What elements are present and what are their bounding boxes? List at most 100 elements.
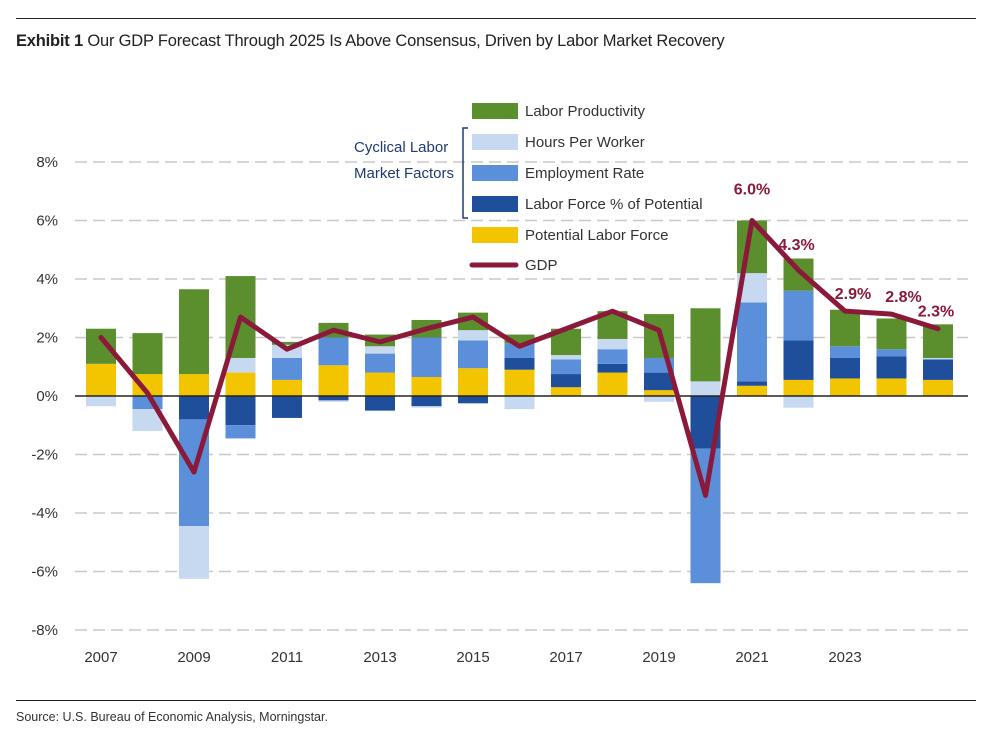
y-tick-label: -4% <box>31 505 58 522</box>
bar-segment <box>923 359 953 380</box>
bar-segment <box>551 359 581 375</box>
bar-segment <box>783 379 814 396</box>
bar-segment <box>458 368 488 396</box>
bar-segment <box>783 258 814 291</box>
chart-title: Exhibit 1 Our GDP Forecast Through 2025 … <box>16 32 725 51</box>
bar-segment <box>830 346 860 358</box>
bar-segment <box>737 302 767 382</box>
bar-segment <box>179 526 209 579</box>
data-labels: 6.0% 4.3% 2.9% 2.8%2.3% <box>734 182 954 321</box>
top-rule <box>16 18 976 19</box>
bar-segment <box>132 333 163 375</box>
bar-segment <box>504 343 535 358</box>
bar-segment <box>551 387 581 396</box>
bar-segment <box>830 309 860 347</box>
x-tick-label: 2019 <box>642 649 675 666</box>
bar-segment <box>504 334 535 344</box>
bar-segment <box>272 341 302 345</box>
bar-segment <box>551 374 581 388</box>
x-tick-label: 2007 <box>84 649 117 666</box>
bar-segment <box>644 390 674 396</box>
gdp-data-label: 2.3% <box>918 304 954 321</box>
y-axis-ticks: 8% 6% 4% 2% 0% -2% -4% -6% -8% <box>31 154 58 639</box>
x-axis-ticks: 2007 2009 2011 2013 2015 2017 2019 2021 2023 <box>84 649 861 666</box>
bar-segment <box>318 396 349 401</box>
bar-segment <box>225 357 256 373</box>
bar-segment <box>876 378 907 396</box>
bar-segment <box>783 290 814 341</box>
legend-label: Potential Labor Force <box>525 227 668 244</box>
gdp-line <box>98 218 941 498</box>
bar-segment <box>504 369 535 396</box>
gdp-data-label: 4.3% <box>778 237 814 254</box>
x-tick-label: 2023 <box>828 649 861 666</box>
bar-segment <box>272 396 302 418</box>
bar-segment <box>86 396 116 407</box>
y-tick-label: 6% <box>36 213 58 230</box>
legend: Labor Productivity Hours Per Worker Employ… <box>469 103 703 274</box>
cyclical-bracket: Cyclical Labor Market Factors <box>354 127 468 219</box>
bracket-label-line2: Market Factors <box>354 165 454 182</box>
bar-segment <box>597 363 628 373</box>
bar-segment <box>411 376 442 396</box>
bar-segment <box>86 363 116 396</box>
bar-segment <box>225 425 256 439</box>
bar-segment <box>876 318 907 350</box>
bar-segment <box>923 379 953 396</box>
bar-segment <box>783 340 814 380</box>
bar-segment <box>225 396 256 426</box>
bar-segment <box>318 365 349 396</box>
bar-segment <box>830 357 860 379</box>
bracket-label-line1: Cyclical Labor <box>354 139 448 156</box>
legend-swatch <box>472 165 518 181</box>
bars <box>86 220 953 584</box>
gdp-line-group <box>98 218 941 498</box>
bar-segment <box>179 289 209 375</box>
x-tick-label: 2009 <box>177 649 210 666</box>
bar-segment <box>830 378 860 396</box>
bar-segment <box>923 357 953 360</box>
gdp-data-label: 2.8% <box>885 289 921 306</box>
bar-segment <box>365 346 395 354</box>
bar-segment <box>458 340 488 369</box>
bar-segment <box>876 356 907 379</box>
bar-segment <box>365 372 395 396</box>
bar-segment <box>132 409 163 432</box>
bar-segment <box>272 379 302 396</box>
legend-label: GDP <box>525 257 558 274</box>
bar-segment <box>132 374 163 396</box>
bar-segment <box>318 337 349 366</box>
x-tick-label: 2013 <box>363 649 396 666</box>
bar-segment <box>411 406 442 408</box>
bar-segment <box>179 396 209 420</box>
bar-segment <box>365 396 395 411</box>
bar-segment <box>597 338 628 350</box>
bar-segment <box>690 448 721 584</box>
bar-segment <box>644 396 674 402</box>
x-tick-label: 2017 <box>549 649 582 666</box>
legend-label: Employment Rate <box>525 165 644 182</box>
bottom-rule <box>16 700 976 701</box>
x-tick-label: 2015 <box>456 649 489 666</box>
bar-segment <box>365 353 395 373</box>
bar-segment <box>737 381 767 386</box>
legend-swatch <box>472 134 518 150</box>
bar-segment <box>318 400 349 402</box>
gdp-data-label: 6.0% <box>734 182 770 199</box>
y-tick-label: -6% <box>31 564 58 581</box>
bar-segment <box>783 396 814 408</box>
gdp-data-label: 2.9% <box>835 286 871 303</box>
legend-label: Labor Force % of Potential <box>525 196 703 213</box>
bar-segment <box>458 330 488 341</box>
bar-segment <box>737 385 767 396</box>
x-tick-label: 2021 <box>735 649 768 666</box>
bar-segment <box>551 355 581 360</box>
bar-segment <box>644 372 674 391</box>
bar-segment <box>597 349 628 364</box>
legend-swatch <box>472 227 518 243</box>
bar-segment <box>690 308 721 382</box>
legend-swatch <box>472 103 518 119</box>
bar-segment <box>272 357 302 380</box>
bar-segment <box>411 337 442 377</box>
